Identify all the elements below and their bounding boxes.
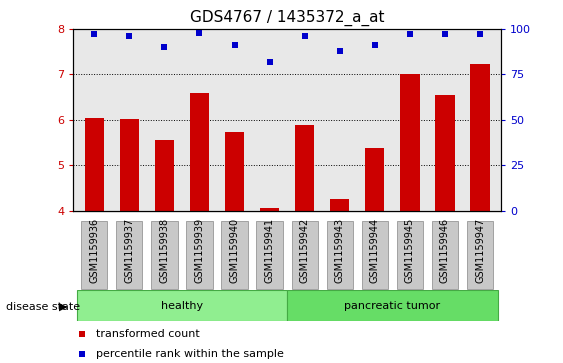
- Bar: [225, 132, 244, 211]
- Point: [230, 42, 239, 48]
- FancyBboxPatch shape: [116, 221, 142, 289]
- Bar: [190, 93, 209, 211]
- Text: GSM1159946: GSM1159946: [440, 218, 450, 283]
- Point: [78, 351, 87, 357]
- Point: [78, 331, 87, 337]
- Title: GDS4767 / 1435372_a_at: GDS4767 / 1435372_a_at: [190, 10, 385, 26]
- FancyBboxPatch shape: [186, 221, 213, 289]
- Text: GSM1159944: GSM1159944: [370, 218, 380, 283]
- FancyBboxPatch shape: [221, 221, 248, 289]
- Bar: [84, 118, 104, 211]
- Point: [265, 59, 274, 65]
- Point: [300, 33, 309, 39]
- Bar: [435, 95, 454, 211]
- Point: [125, 33, 134, 39]
- Text: disease state: disease state: [6, 302, 80, 312]
- FancyBboxPatch shape: [432, 221, 458, 289]
- FancyBboxPatch shape: [467, 221, 493, 289]
- Text: GSM1159938: GSM1159938: [159, 218, 169, 283]
- Text: GSM1159943: GSM1159943: [335, 218, 345, 283]
- Point: [335, 48, 344, 54]
- Text: percentile rank within the sample: percentile rank within the sample: [96, 349, 284, 359]
- Text: healthy: healthy: [161, 301, 203, 311]
- Text: ▶: ▶: [59, 302, 68, 312]
- Point: [476, 32, 485, 37]
- Text: GSM1159945: GSM1159945: [405, 218, 415, 283]
- Bar: [120, 119, 139, 211]
- FancyBboxPatch shape: [292, 221, 318, 289]
- Point: [90, 32, 99, 37]
- FancyBboxPatch shape: [397, 221, 423, 289]
- Text: pancreatic tumor: pancreatic tumor: [345, 301, 440, 311]
- FancyBboxPatch shape: [77, 290, 287, 321]
- Text: GSM1159947: GSM1159947: [475, 218, 485, 283]
- FancyBboxPatch shape: [287, 290, 498, 321]
- Point: [160, 44, 169, 50]
- Bar: [400, 74, 419, 211]
- FancyBboxPatch shape: [81, 221, 108, 289]
- FancyBboxPatch shape: [256, 221, 283, 289]
- Text: GSM1159937: GSM1159937: [124, 218, 135, 283]
- Text: transformed count: transformed count: [96, 329, 199, 339]
- Point: [405, 32, 414, 37]
- FancyBboxPatch shape: [361, 221, 388, 289]
- Text: GSM1159942: GSM1159942: [300, 218, 310, 283]
- Bar: [155, 140, 174, 211]
- Bar: [365, 148, 385, 211]
- Text: GSM1159941: GSM1159941: [265, 218, 275, 283]
- Point: [370, 42, 379, 48]
- FancyBboxPatch shape: [151, 221, 177, 289]
- Bar: [330, 199, 350, 211]
- Bar: [470, 65, 490, 211]
- Text: GSM1159940: GSM1159940: [230, 218, 239, 283]
- Bar: [260, 208, 279, 211]
- Point: [440, 32, 449, 37]
- Text: GSM1159939: GSM1159939: [194, 218, 204, 283]
- FancyBboxPatch shape: [327, 221, 353, 289]
- Text: GSM1159936: GSM1159936: [89, 218, 99, 283]
- Bar: [295, 125, 314, 211]
- Point: [195, 30, 204, 36]
